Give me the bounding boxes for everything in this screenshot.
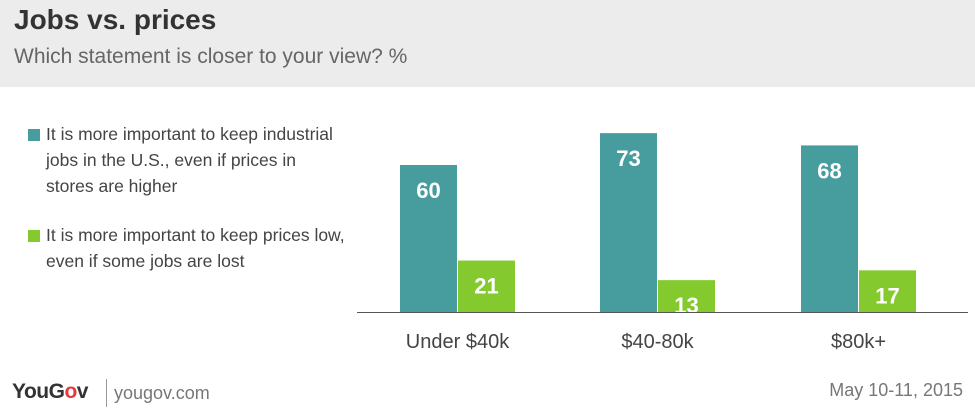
bar-2-1 [458,260,515,312]
logo-accent: o [64,380,77,403]
legend: It is more important to keep industrial … [28,124,348,300]
legend-swatch-series-1 [28,129,40,141]
logo-text: YouGov [12,380,88,403]
category-label-3: $80k+ [831,331,886,353]
legend-item-series-2: It is more important to keep prices low,… [28,225,348,274]
header-band: Jobs vs. prices Which statement is close… [0,0,975,87]
yougov-logo: YouGov [12,380,88,404]
data-label-1-2: 73 [616,146,640,171]
bar-2-3 [859,270,916,312]
data-label-2-3: 17 [875,283,899,308]
bar-1-1 [400,165,457,312]
legend-label-series-2: It is more important to keep prices low,… [46,225,345,271]
legend-item-series-1: It is more important to keep industrial … [28,124,348,199]
footer-divider [106,379,107,407]
category-label-1: Under $40k [406,331,510,353]
data-label-1-3: 68 [817,158,841,183]
category-label-2: $40-80k [621,331,694,353]
bar-1-2 [600,133,657,312]
bar-1-3 [801,145,858,312]
chart-title: Jobs vs. prices [14,4,217,35]
legend-label-series-1: It is more important to keep industrial … [46,124,333,196]
footer-date: May 10-11, 2015 [829,380,963,400]
bar-2-2 [658,280,715,312]
chart-subtitle: Which statement is closer to your view? … [14,45,408,68]
data-label-1-1: 60 [416,178,440,203]
footer-url: yougov.com [114,383,210,403]
data-label-2-2: 13 [674,293,698,318]
data-label-2-1: 21 [474,274,498,299]
legend-swatch-series-2 [28,230,40,242]
